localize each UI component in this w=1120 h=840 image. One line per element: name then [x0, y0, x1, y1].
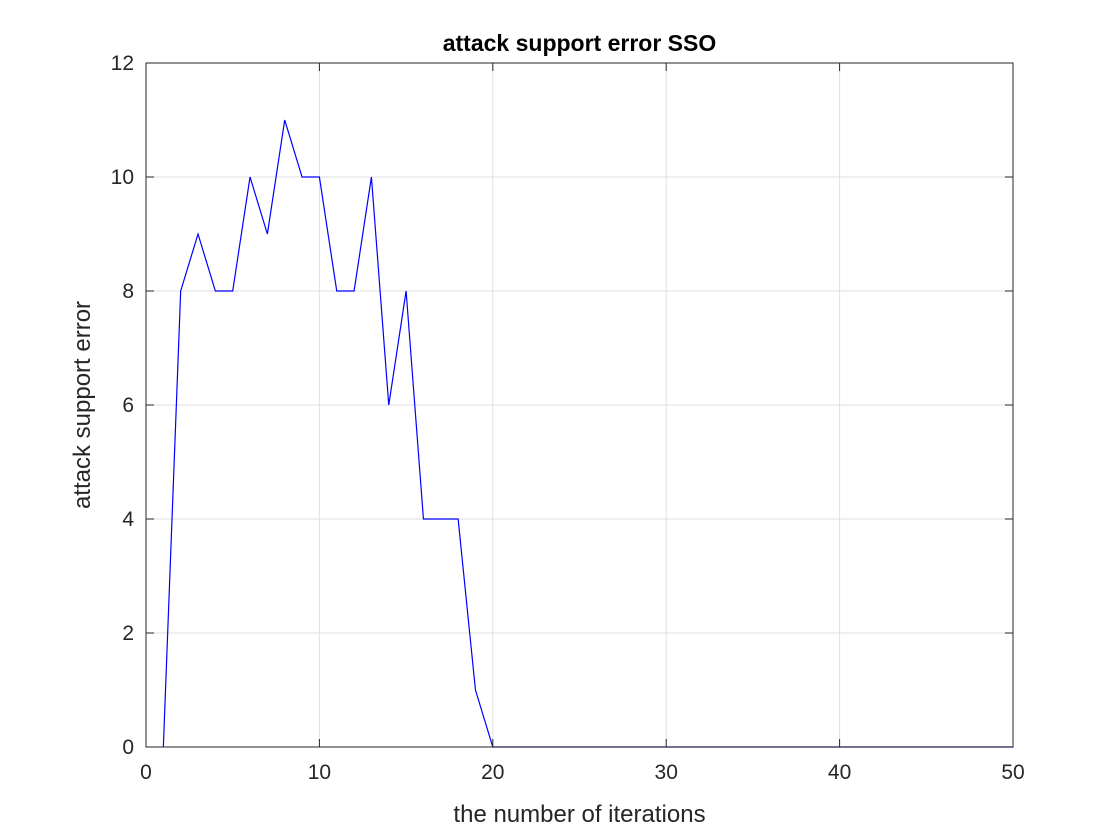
x-tick-label: 10 — [308, 761, 331, 784]
y-tick-label: 12 — [111, 52, 134, 75]
y-tick-label: 10 — [111, 166, 134, 189]
y-tick-label: 8 — [122, 280, 134, 303]
x-tick-label: 20 — [481, 761, 504, 784]
x-tick-label: 0 — [140, 761, 152, 784]
ticks: 0 10 20 30 40 50 0 2 4 6 8 10 12 — [111, 52, 1025, 784]
y-tick-label: 0 — [122, 736, 134, 759]
x-tick-label: 30 — [655, 761, 678, 784]
x-axis-label: the number of iterations — [453, 801, 705, 828]
y-tick-label: 6 — [122, 394, 134, 417]
y-tick-label: 2 — [122, 622, 134, 645]
chart-title: attack support error SSO — [443, 30, 717, 56]
y-axis-label: attack support error — [69, 301, 96, 509]
y-tick-label: 4 — [122, 508, 134, 531]
grid — [146, 63, 1013, 747]
x-tick-label: 50 — [1001, 761, 1024, 784]
x-tick-label: 40 — [828, 761, 851, 784]
